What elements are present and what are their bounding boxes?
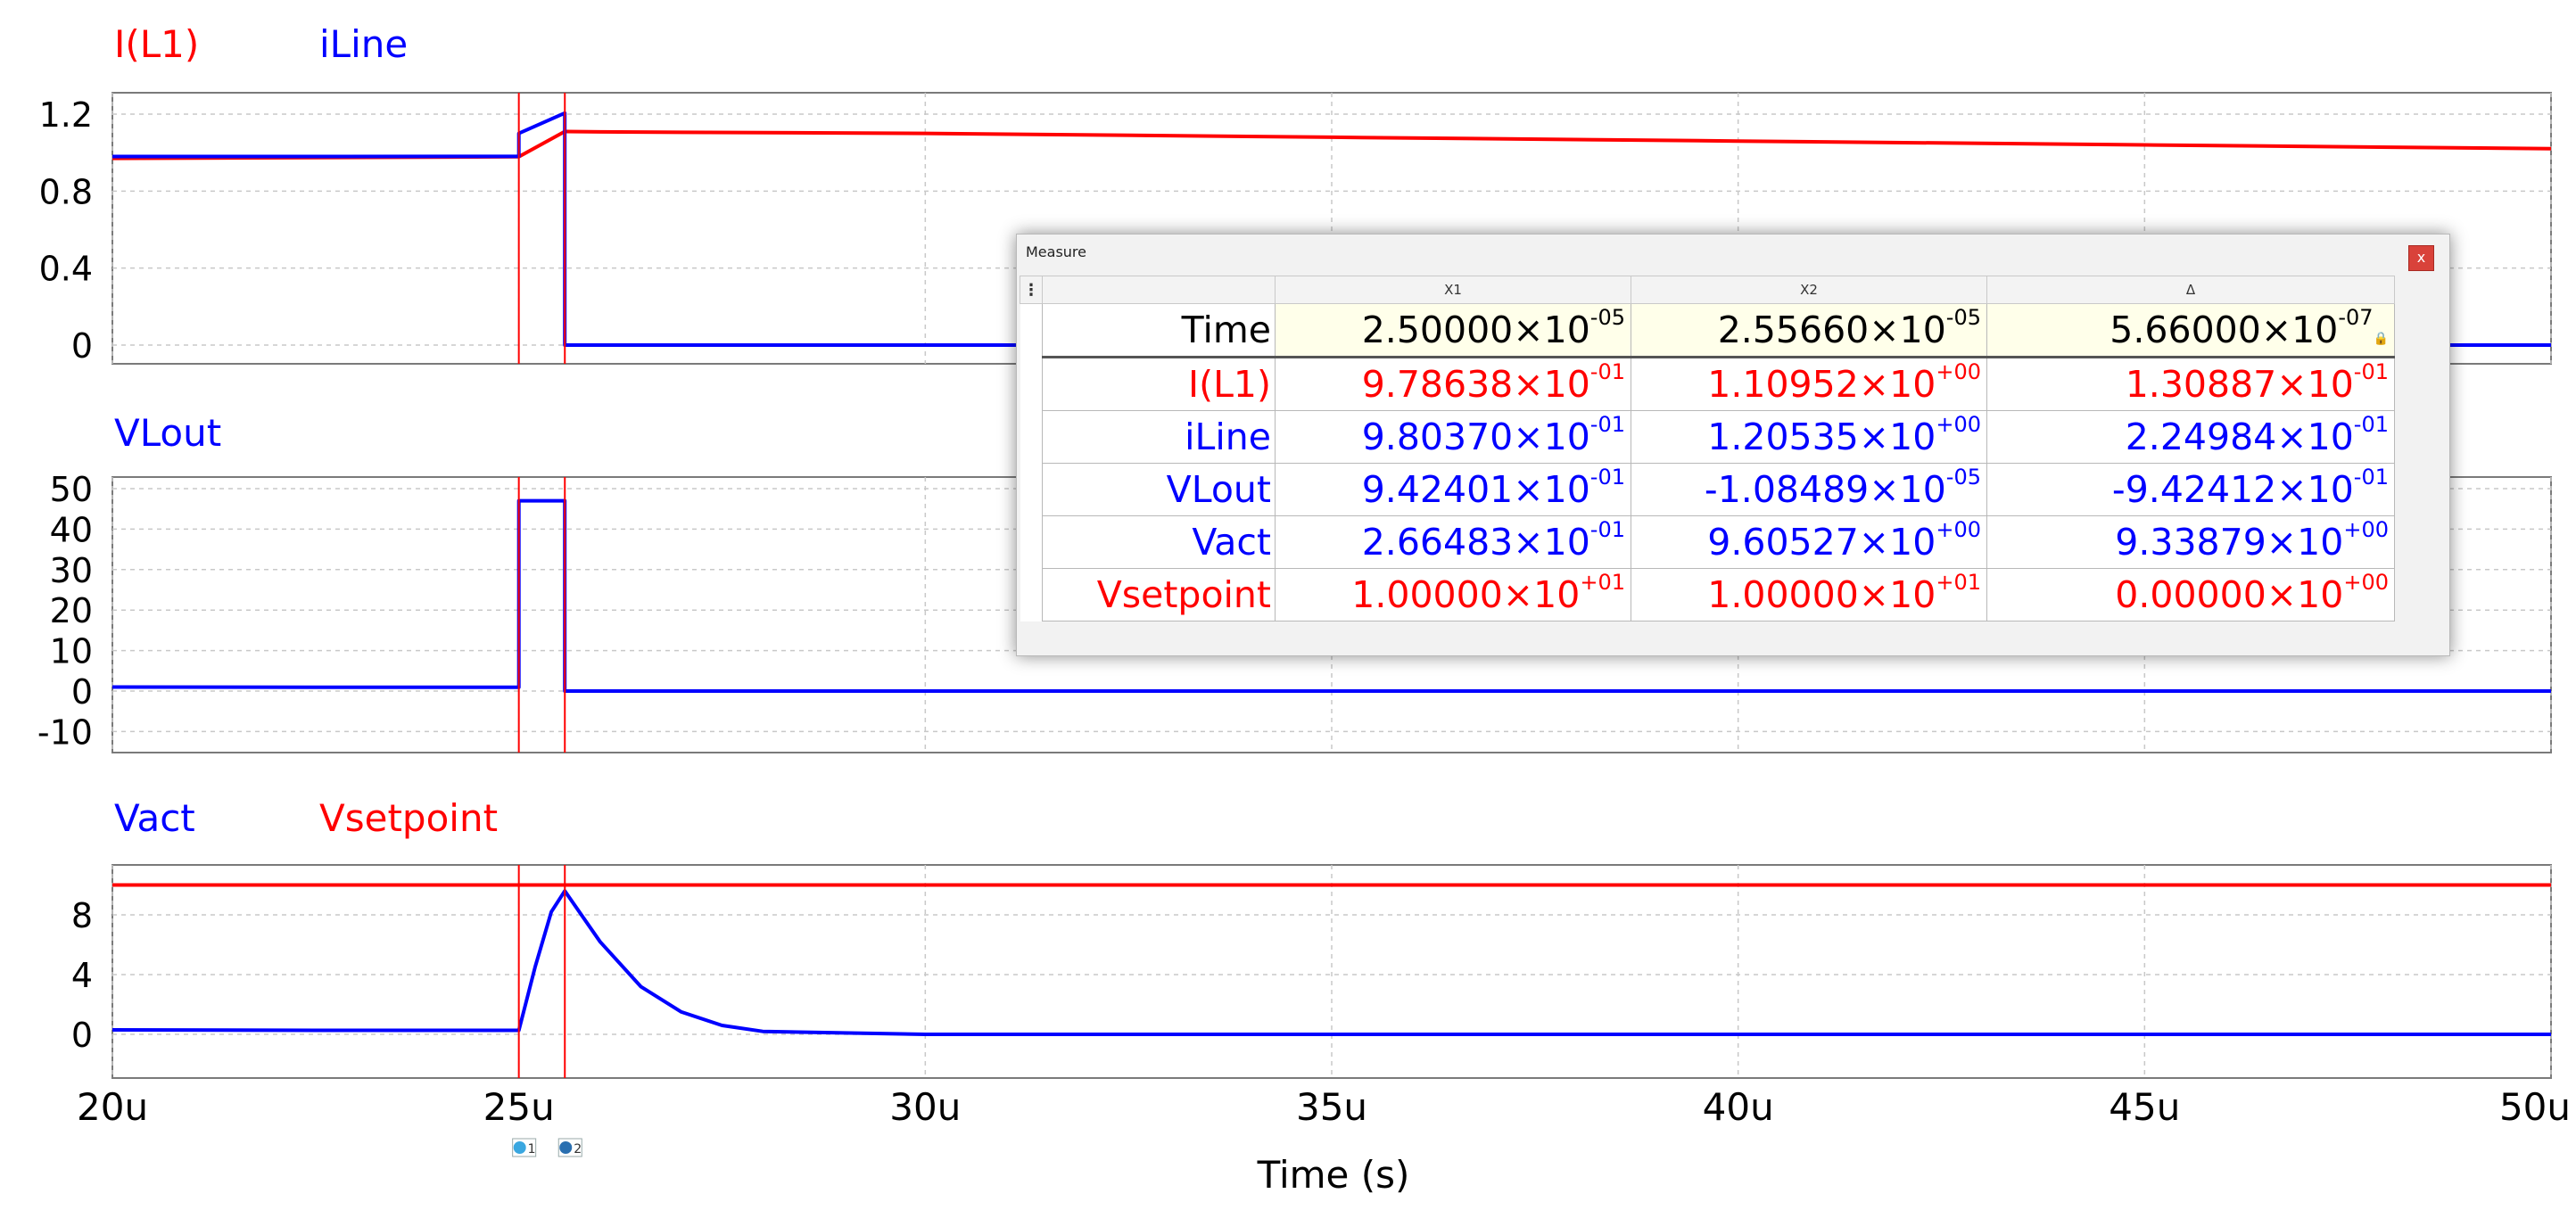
y-tick-label: 4 [71,956,93,995]
measure-value-x2: 1.00000×10+01 [1631,568,1987,621]
y-tick-label: 30 [50,551,93,590]
measure-row[interactable]: I(L1) 9.78638×10-01 1.10952×10+00 1.30887×1… [1020,357,2395,411]
y-tick-label: 0.8 [39,172,93,211]
row-gutter [1020,515,1043,569]
x-tick-label: 30u [889,1085,961,1129]
measure-value-d: 1.30887×10-01 [1986,357,2395,411]
menu-icon[interactable]: ⋮ [1020,276,1043,304]
measure-row[interactable]: VLout 9.42401×10-01 -1.08489×10-05 -9.42412… [1020,463,2395,516]
cursor-marker-label: 1 [528,1142,536,1156]
measure-value-x1: 2.50000×10-05 [1275,303,1631,358]
x-tick-label: 25u [483,1085,555,1129]
legend-label: Vsetpoint [319,796,498,840]
measure-value-x1: 9.42401×10-01 [1275,463,1631,516]
measure-value-x2: 1.10952×10+00 [1631,357,1987,411]
y-tick-label: 50 [50,470,93,509]
measure-table: ⋮ X1 X2 Δ Time 2.50000×10-05 2.55660×10-05… [1020,276,2395,621]
column-header-delta[interactable]: Δ [1986,276,2395,304]
measure-row-name: I(L1) [1042,357,1276,411]
measure-row-name: Vsetpoint [1042,568,1276,621]
legend-label: VLout [114,411,221,455]
x-tick-label: 45u [2109,1085,2180,1129]
measure-row[interactable]: Time 2.50000×10-05 2.55660×10-05 5.66000×10… [1020,303,2395,358]
measure-value-x2: 2.55660×10-05 [1631,303,1987,358]
column-header-x1[interactable]: X1 [1275,276,1631,304]
measure-row-name: Vact [1042,515,1276,569]
measure-value-x2: 1.20535×10+00 [1631,410,1987,464]
y-tick-label: -10 [37,712,93,752]
measure-value-x2: -1.08489×10-05 [1631,463,1987,516]
row-gutter [1020,357,1043,411]
close-button[interactable]: x [2408,245,2434,271]
legend-label: Vact [114,796,195,840]
measure-row-name: Time [1042,303,1276,358]
cursor-marker-label: 2 [574,1142,582,1156]
measure-row-name: VLout [1042,463,1276,516]
measure-value-d: 5.66000×10-07🔒 [1986,303,2395,358]
measure-row[interactable]: Vsetpoint 1.00000×10+01 1.00000×10+01 0.000… [1020,568,2395,621]
cursor-handle-icon [513,1141,526,1154]
y-tick-label: 0 [71,1016,93,1055]
series-line-i-l1- [112,129,2551,161]
measure-window[interactable]: Measure x ⋮ X1 X2 Δ Time 2.50000×10-05 2.5… [1016,234,2450,656]
y-tick-label: 1.2 [39,95,93,135]
x-tick-label: 20u [77,1085,148,1129]
measure-value-d: 2.24984×10-01 [1986,410,2395,464]
y-tick-label: 40 [50,510,93,549]
measure-value-x1: 1.00000×10+01 [1275,568,1631,621]
measure-row[interactable]: Vact 2.66483×10-01 9.60527×10+00 9.33879×10… [1020,515,2395,569]
row-gutter [1020,568,1043,621]
measure-value-x1: 2.66483×10-01 [1275,515,1631,569]
legend-label: I(L1) [114,22,199,66]
measure-value-x1: 9.80370×10-01 [1275,410,1631,464]
y-tick-label: 0 [71,672,93,712]
measure-value-d: 0.00000×10+00 [1986,568,2395,621]
measure-row-name: iLine [1042,410,1276,464]
x-tick-label: 35u [1296,1085,1367,1129]
y-tick-label: 0.4 [39,250,93,289]
y-tick-label: 10 [50,632,93,671]
measure-value-x2: 9.60527×10+00 [1631,515,1987,569]
name-column-header [1042,276,1276,304]
measure-value-d: 9.33879×10+00 [1986,515,2395,569]
x-tick-label: 40u [1703,1085,1774,1129]
column-header-x2[interactable]: X2 [1631,276,1987,304]
x-tick-label: 50u [2499,1085,2571,1129]
y-tick-label: 8 [71,896,93,935]
row-gutter [1020,410,1043,464]
row-gutter [1020,463,1043,516]
y-tick-label: 20 [50,591,93,630]
legend-label: iLine [319,22,408,66]
measure-title: Measure [1026,243,1086,260]
measure-value-d: -9.42412×10-01 [1986,463,2395,516]
row-gutter [1020,303,1043,358]
lock-icon[interactable]: 🔒 [2373,332,2389,346]
x-axis-title: Time (s) [1257,1153,1410,1197]
cursor-handle-icon [559,1141,573,1154]
measure-value-x1: 9.78638×10-01 [1275,357,1631,411]
y-tick-label: 0 [71,326,93,366]
measure-row[interactable]: iLine 9.80370×10-01 1.20535×10+00 2.24984×1… [1020,410,2395,464]
